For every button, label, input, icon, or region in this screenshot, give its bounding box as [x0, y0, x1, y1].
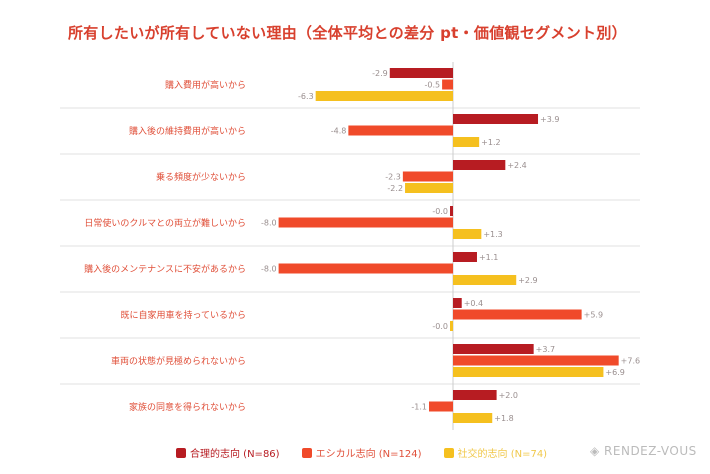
bar [453, 137, 480, 147]
data-label: -2.2 [387, 184, 403, 193]
chart-title: 所有したいが所有していない理由（全体平均との差分 pt・価値観セグメント別） [68, 24, 627, 42]
category-label: 購入費用が高いから [165, 79, 246, 91]
bar [453, 114, 539, 124]
data-label: +1.2 [481, 138, 500, 147]
bar [453, 252, 477, 262]
data-label: -0.5 [424, 81, 440, 90]
legend-label: 社交的志向 (N=74) [457, 449, 548, 460]
data-label: +2.9 [518, 276, 537, 285]
bar [389, 68, 453, 78]
data-label: +3.9 [540, 115, 559, 124]
category-label: 日常使いのクルマとの両立が難しいから [84, 217, 246, 229]
data-label: +1.8 [494, 414, 513, 423]
bar [315, 91, 453, 101]
category-label: 既に自家用車を持っているから [120, 309, 246, 321]
bar [453, 355, 619, 366]
legend-swatch [301, 447, 312, 458]
legend-item-ethical: エシカル志向 (N=124) [301, 445, 422, 460]
data-label: -2.9 [372, 69, 388, 78]
data-label: +6.9 [605, 368, 624, 377]
legend-item-rational: 合理的志向 (N=86) [176, 445, 280, 460]
data-label: -2.3 [385, 173, 401, 182]
brand-text: RENDEZ-VOUS [604, 444, 697, 458]
category-label: 購入後のメンテナンスに不安があるから [84, 263, 246, 275]
data-label: +5.9 [584, 311, 603, 320]
data-label: +1.3 [483, 230, 502, 239]
category-label: 家族の同意を得られないから [129, 401, 246, 413]
legend: 合理的志向 (N=86) エシカル志向 (N=124) 社交的志向 (N=74) [176, 445, 547, 460]
bar [453, 229, 482, 239]
data-label: +0.4 [464, 299, 483, 308]
legend-swatch [176, 447, 186, 458]
data-label: +1.1 [479, 253, 498, 262]
legend-item-social: 社交的志向 (N=74) [443, 445, 548, 460]
data-label: +7.6 [621, 357, 640, 366]
bar [278, 217, 453, 228]
data-label: -4.8 [331, 127, 347, 136]
legend-label: 合理的志向 (N=86) [190, 449, 280, 460]
legend-label: エシカル志向 (N=124) [315, 449, 422, 460]
bar [453, 298, 462, 308]
bar [402, 171, 453, 182]
bar [453, 413, 493, 423]
category-label: 購入後の維持費用が高いから [129, 125, 246, 137]
bar [429, 401, 453, 412]
data-label: +2.0 [499, 391, 518, 400]
bar [450, 206, 453, 216]
bar [278, 263, 453, 274]
data-label: -6.3 [298, 92, 314, 101]
data-label: -1.1 [411, 403, 427, 412]
category-label: 乗る頻度が少ないから [156, 171, 246, 183]
bar [453, 160, 506, 170]
data-label: -0.0 [432, 207, 448, 216]
data-label: +2.4 [507, 161, 526, 170]
legend-swatch [443, 447, 454, 458]
bar [450, 321, 453, 331]
bar [453, 309, 582, 320]
bar [405, 183, 453, 193]
data-label: +3.7 [536, 345, 555, 354]
bar [453, 390, 497, 400]
data-label: -0.0 [432, 322, 448, 331]
bar [453, 367, 604, 377]
data-label: -8.0 [261, 219, 277, 228]
bar [348, 125, 453, 136]
bar [442, 79, 453, 90]
data-label: -8.0 [261, 265, 277, 274]
bar [453, 344, 534, 354]
brand-logo: ◈ RENDEZ-VOUS [590, 444, 697, 458]
bar [453, 275, 517, 285]
category-label: 車両の状態が見極められないから [111, 355, 246, 367]
